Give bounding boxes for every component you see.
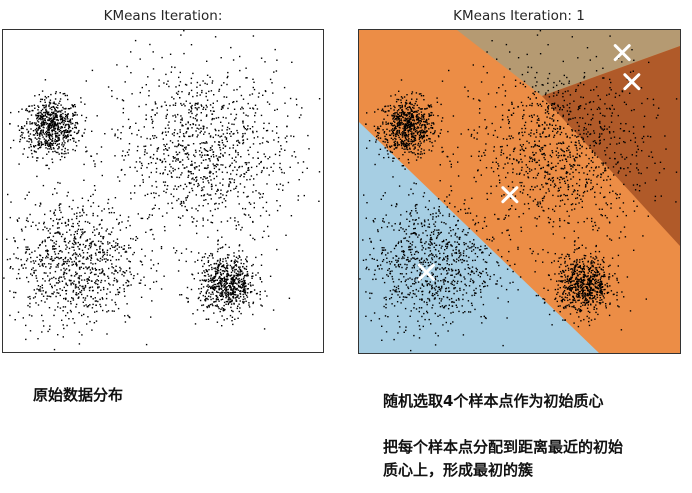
left-scatter-plot <box>2 29 324 353</box>
left-caption: 原始数据分布 <box>33 386 124 404</box>
region-brown <box>542 46 680 246</box>
right-caption-2-line-1: 把每个样本点分配到距离最近的初始 <box>383 438 624 456</box>
right-caption-1: 随机选取4个样本点作为初始质心 <box>383 392 604 410</box>
right-plot-title: KMeans Iteration: 1 <box>453 8 585 24</box>
right-kmeans-points <box>359 30 680 353</box>
region-light-blue <box>359 122 599 353</box>
centroid-markers <box>417 44 641 281</box>
right-caption-2-line-2: 质心上，形成最初的簇 <box>383 461 534 479</box>
left-scatter-points <box>3 30 321 351</box>
left-plot-title: KMeans Iteration: <box>103 8 223 24</box>
right-kmeans-plot <box>358 29 681 354</box>
region-tan <box>457 30 680 96</box>
